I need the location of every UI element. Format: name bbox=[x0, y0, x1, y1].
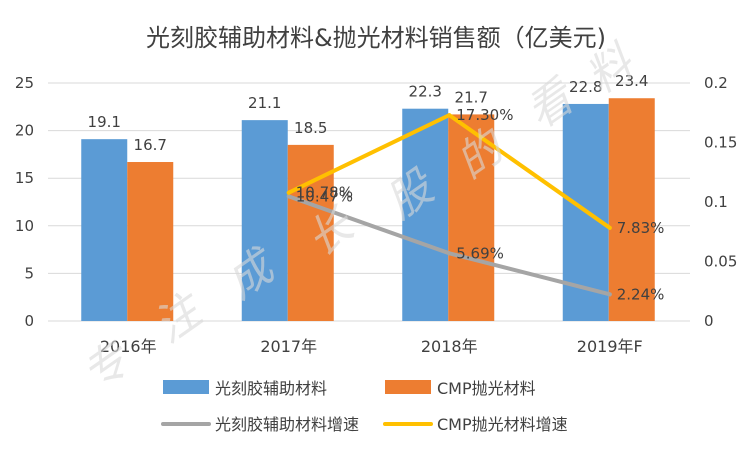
y-axis-left: 0 5 10 15 20 25 bbox=[15, 74, 34, 330]
y2-tick-label: 0.2 bbox=[704, 74, 728, 92]
line-value-label: 5.69% bbox=[456, 244, 504, 262]
legend-label: CMP抛光材料增速 bbox=[437, 415, 568, 434]
bar-value-label: 19.1 bbox=[88, 113, 121, 131]
x-tick-label: 2017年 bbox=[260, 337, 317, 356]
y-tick-label: 5 bbox=[24, 264, 34, 282]
line-value-label: 17.30% bbox=[456, 106, 513, 124]
legend-label: 光刻胶辅助材料增速 bbox=[215, 415, 359, 434]
line-point bbox=[607, 225, 612, 230]
bar bbox=[448, 114, 495, 321]
chart-title: 光刻胶辅助材料&抛光材料销售额（亿美元) bbox=[146, 24, 606, 52]
legend-swatch bbox=[163, 380, 209, 394]
y-axis-right: 0 0.05 0.1 0.15 0.2 bbox=[704, 74, 737, 330]
line-point bbox=[447, 113, 452, 118]
bar-value-label: 23.4 bbox=[615, 72, 648, 90]
x-tick-label: 2018年 bbox=[421, 337, 478, 356]
line-point bbox=[447, 251, 452, 256]
bar bbox=[608, 98, 655, 322]
x-tick-label: 2016年 bbox=[100, 337, 157, 356]
line-point bbox=[607, 292, 612, 297]
bar-value-label: 22.8 bbox=[569, 78, 602, 96]
bar bbox=[402, 108, 449, 321]
bar-series bbox=[81, 98, 655, 322]
legend-swatch bbox=[385, 380, 431, 394]
line-value-label: 7.83% bbox=[617, 219, 665, 237]
legend-label: 光刻胶辅助材料 bbox=[215, 379, 327, 398]
bar-value-label: 22.3 bbox=[409, 83, 442, 101]
bar bbox=[81, 139, 128, 321]
line-value-label: 2.24% bbox=[617, 285, 665, 303]
line-point bbox=[286, 194, 291, 199]
line-point bbox=[286, 190, 291, 195]
data-labels: 19.1 21.1 22.3 22.8 16.7 18.5 21.7 23.4 10.47% 5.… bbox=[88, 72, 665, 303]
x-tick-label: 2019年F bbox=[577, 337, 643, 356]
line-value-label: 10.78% bbox=[296, 184, 353, 202]
y2-tick-label: 0.1 bbox=[704, 193, 728, 211]
bar-value-label: 21.1 bbox=[248, 94, 281, 112]
y-tick-label: 15 bbox=[15, 169, 34, 187]
bar-value-label: 21.7 bbox=[455, 88, 488, 106]
y2-tick-label: 0.05 bbox=[704, 253, 737, 271]
y-tick-label: 0 bbox=[24, 312, 34, 330]
line-value-label: 10.47% bbox=[296, 187, 353, 205]
line-series bbox=[286, 113, 612, 297]
y2-tick-label: 0 bbox=[704, 312, 714, 330]
bar-value-label: 16.7 bbox=[134, 136, 167, 154]
y-tick-label: 10 bbox=[15, 217, 34, 235]
bar-value-label: 18.5 bbox=[294, 119, 327, 137]
y-tick-label: 20 bbox=[15, 122, 34, 140]
y-tick-label: 25 bbox=[15, 74, 34, 92]
bar bbox=[241, 120, 288, 322]
legend-label: CMP抛光材料 bbox=[437, 379, 536, 398]
bar bbox=[127, 162, 174, 321]
y2-tick-label: 0.15 bbox=[704, 134, 737, 152]
x-axis: 2016年 2017年 2018年 2019年F bbox=[100, 337, 643, 356]
